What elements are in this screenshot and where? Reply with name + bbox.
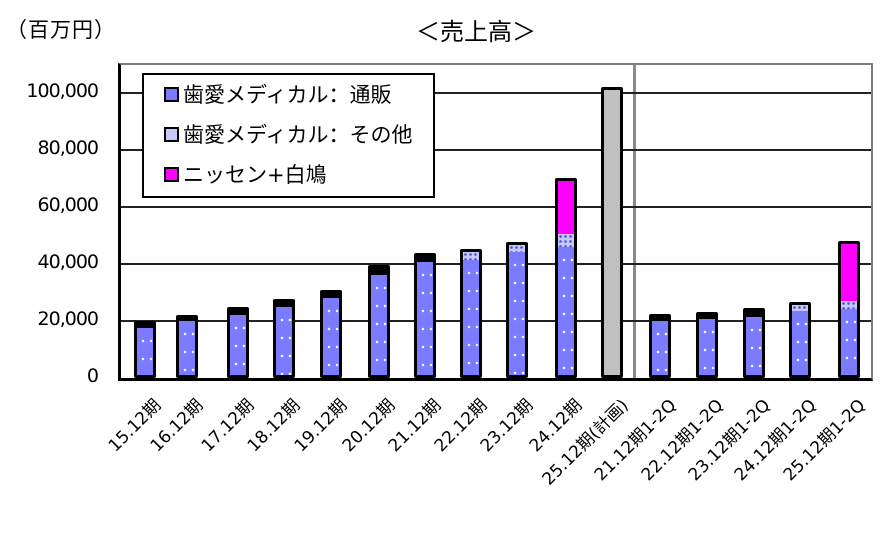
bar-segment-sonota [558, 233, 574, 247]
bar [649, 314, 671, 378]
bar-segment-sonota [509, 245, 525, 253]
bar-segment-sonota [792, 305, 808, 311]
legend-item-tsuhan: 歯愛メディカル：通販 [164, 79, 392, 109]
bar-segment-sonota [417, 256, 433, 263]
bar-segment-tsuhan [509, 252, 525, 375]
gridline [121, 263, 871, 265]
bar-segment-sonota [323, 292, 339, 299]
gridline [121, 206, 871, 208]
bar [743, 307, 765, 378]
legend: 歯愛メディカル：通販 歯愛メディカル：その他 ニッセン+白鳩 [142, 73, 435, 198]
bar [696, 312, 718, 378]
bar-segment-tsuhan [699, 319, 715, 375]
bar-segment-tsuhan [746, 316, 762, 375]
legend-label: ニッセン+白鳩 [183, 163, 327, 187]
y-tick-label: 20,000 [37, 308, 99, 330]
bar-segment-tsuhan [558, 246, 574, 375]
bar [320, 289, 342, 378]
unit-label: （百万円） [6, 18, 116, 42]
legend-swatch-light-blue [164, 126, 179, 142]
bar-segment-sonota [463, 252, 479, 260]
bar [789, 302, 811, 378]
legend-label: 歯愛メディカル：通販 [183, 83, 392, 107]
bar-segment-tsuhan [371, 275, 387, 375]
legend-item-nissen: ニッセン+白鳩 [164, 159, 327, 189]
bar-segment-sonota [699, 315, 715, 320]
panel-divider [633, 65, 636, 378]
legend-swatch-magenta [164, 166, 179, 182]
bar-segment-sonota [746, 310, 762, 317]
bar-segment-tsuhan [230, 315, 246, 375]
bar-segment-sonota [371, 268, 387, 276]
bar [414, 253, 436, 378]
y-tick-label: 60,000 [37, 194, 99, 216]
bar-segment-sonota [841, 300, 857, 309]
bar [227, 307, 249, 378]
bar [506, 242, 528, 378]
bar-segment-plan [604, 90, 620, 375]
plot-area [118, 63, 873, 381]
bar-segment-tsuhan [841, 308, 857, 375]
bar-segment-tsuhan [792, 310, 808, 375]
bar [368, 265, 390, 378]
bar-segment-nissen [841, 243, 857, 301]
bar-segment-sonota [276, 302, 292, 307]
bar [460, 249, 482, 378]
y-tick-label: 80,000 [37, 137, 99, 159]
bar [176, 315, 198, 378]
bar [838, 240, 860, 378]
bar-segment-sonota [179, 318, 195, 322]
bar-segment-nissen [558, 181, 574, 234]
bar-segment-tsuhan [276, 306, 292, 375]
bar-segment-tsuhan [323, 298, 339, 375]
gridline [121, 149, 871, 151]
bar-segment-tsuhan [137, 327, 153, 375]
bar-segment-sonota [230, 310, 246, 316]
bar-segment-tsuhan [463, 259, 479, 375]
bar-segment-tsuhan [179, 321, 195, 375]
bar-segment-tsuhan [652, 320, 668, 375]
y-tick-label: 100,000 [26, 80, 99, 102]
y-tick-label: 0 [86, 365, 99, 387]
bar [134, 320, 156, 378]
bar [555, 178, 577, 378]
bar [273, 299, 295, 378]
bar-segment-tsuhan [417, 262, 433, 375]
gridline [121, 92, 871, 94]
chart-title: ＜売上高＞ [416, 18, 536, 46]
bar-segment-sonota [137, 323, 153, 328]
legend-label: 歯愛メディカル：その他 [183, 123, 413, 147]
gridline [121, 320, 871, 322]
legend-swatch-blue [164, 86, 179, 102]
bar-segment-sonota [652, 317, 668, 321]
bar [601, 87, 623, 378]
y-tick-label: 40,000 [37, 251, 99, 273]
legend-item-sonota: 歯愛メディカル：その他 [164, 119, 413, 149]
